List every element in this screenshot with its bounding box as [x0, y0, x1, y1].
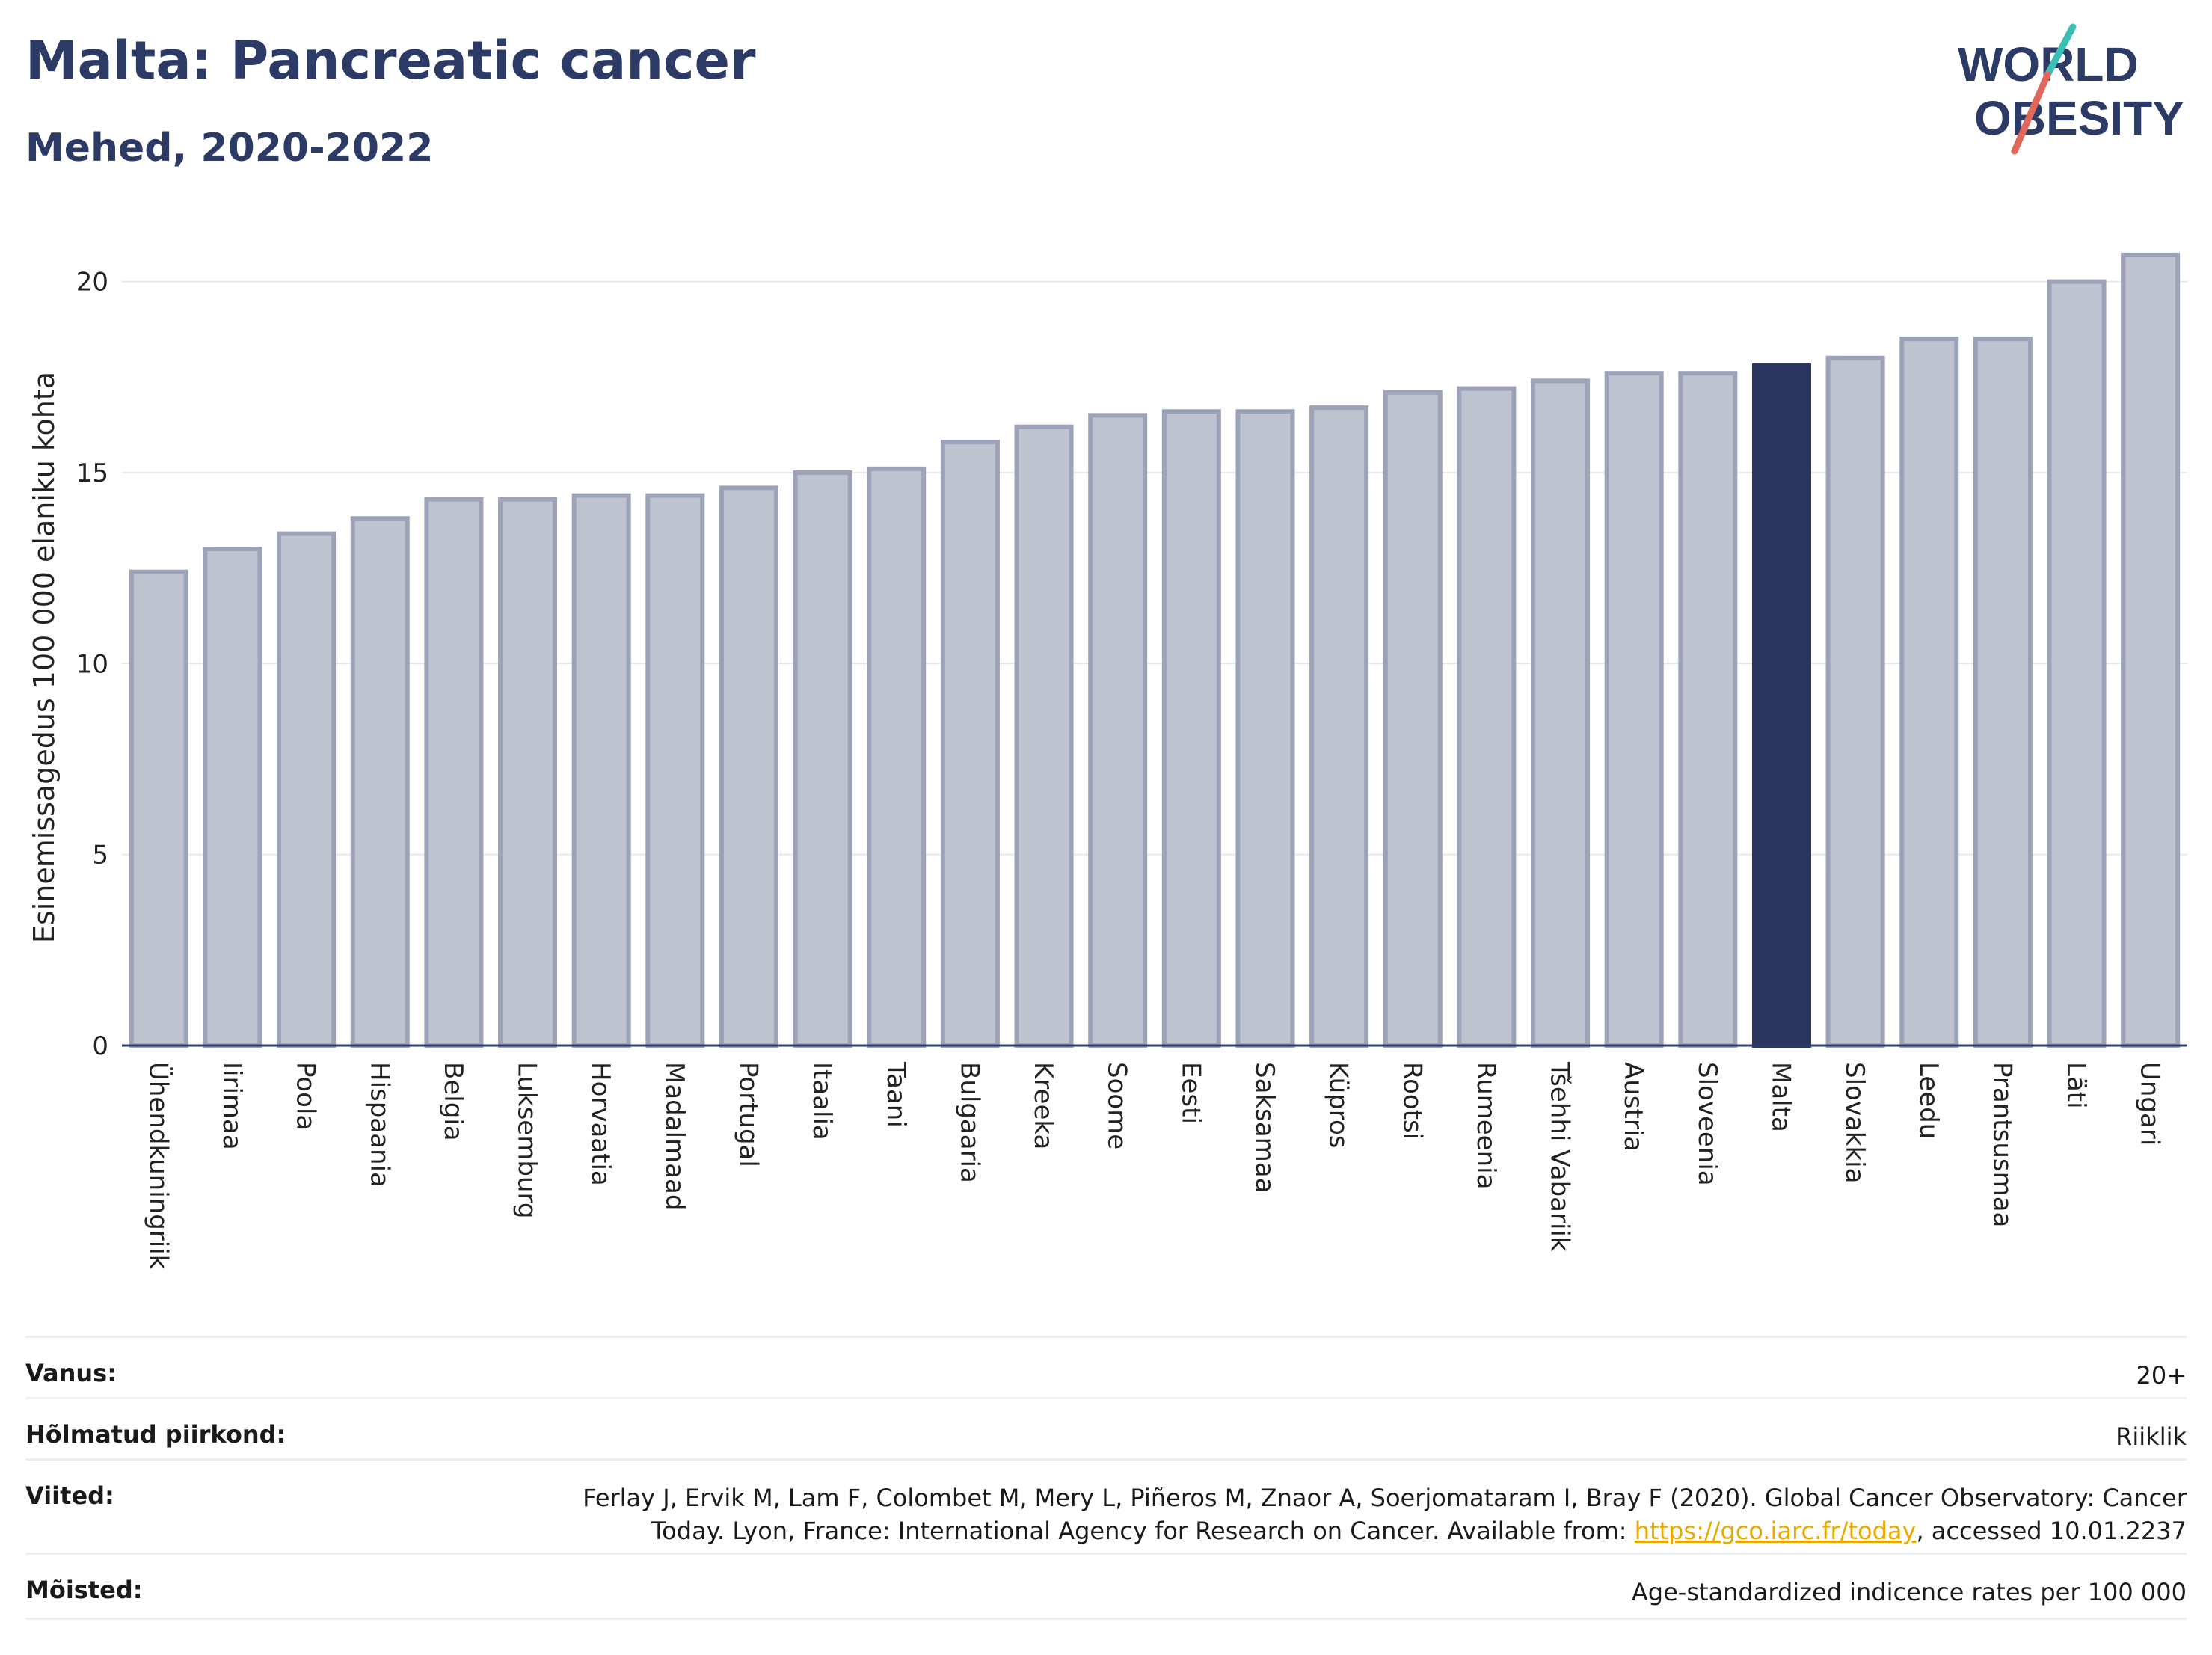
references-link[interactable]: https://gco.iarc.fr/today: [1634, 1517, 1917, 1545]
x-axis-labels: Ühendkuningriik Iirimaa Poola Hispaania Belg…: [143, 1061, 2164, 1270]
bar-Tšehhi Vabariik: [1531, 378, 1591, 1048]
logo-slash-red: [2011, 71, 2051, 155]
y-tick-label: 20: [76, 268, 108, 298]
bar-Poola: [277, 531, 337, 1048]
bar-Saksamaa: [1235, 409, 1295, 1048]
x-tick-label: Horvaatia: [586, 1062, 615, 1186]
bar-Malta: [1751, 363, 1811, 1048]
x-tick-label: Prantsusmaa: [1987, 1062, 2017, 1227]
x-tick-label: Sloveenia: [1692, 1062, 1722, 1186]
x-tick-label: Rumeenia: [1471, 1062, 1501, 1189]
bar-Itaalia: [793, 470, 852, 1048]
bar-Luksemburg: [498, 497, 558, 1048]
x-tick-label: Madalmaad: [660, 1062, 689, 1210]
y-tick-label: 10: [76, 649, 108, 679]
bar-Prantsusmaa: [1973, 337, 2033, 1048]
age-label: Vanus:: [25, 1359, 117, 1387]
bar-Portugal: [719, 485, 778, 1048]
x-tick-label: Tšehhi Vabariik: [1545, 1061, 1575, 1252]
x-tick-label: Läti: [2061, 1062, 2091, 1109]
x-tick-label: Rootsi: [1397, 1062, 1427, 1140]
y-tick-label: 15: [76, 458, 108, 488]
meta-row-references: Viited: Ferlay J, Ervik M, Lam F, Colomb…: [25, 1458, 2187, 1547]
x-tick-label: Bulgaaria: [954, 1062, 984, 1183]
bar-Belgia: [424, 497, 484, 1048]
bar-Taani: [867, 466, 927, 1048]
x-tick-label: Poola: [291, 1062, 321, 1130]
x-tick-label: Ungari: [2135, 1062, 2165, 1146]
meta-row-region: Hõlmatud piirkond: Riiklik: [25, 1397, 2187, 1453]
bar-Ungari: [2121, 252, 2181, 1048]
x-tick-label: Austria: [1618, 1062, 1648, 1152]
page-subtitle: Mehed, 2020-2022: [25, 126, 434, 171]
x-tick-label: Malta: [1766, 1062, 1795, 1132]
definitions-value: Age-standardized indicence rates per 100…: [1631, 1578, 2187, 1606]
x-tick-label: Saksamaa: [1250, 1062, 1279, 1193]
bar-Sloveenia: [1678, 371, 1738, 1048]
age-value: 20+: [2136, 1361, 2187, 1390]
x-tick-label: Soome: [1102, 1062, 1132, 1149]
references-label: Viited:: [25, 1481, 114, 1510]
meta-row-age: Vanus: 20+: [25, 1336, 2187, 1392]
region-value: Riiklik: [2116, 1422, 2187, 1451]
bar-Austria: [1604, 371, 1664, 1048]
y-axis-label: Esinemissagedus 100 000 elaniku kohta: [28, 372, 61, 943]
x-tick-label: Slovakkia: [1840, 1062, 1870, 1183]
logo-slash-teal: [2044, 23, 2077, 79]
y-axis-ticks: 0 5 10 15 20: [76, 268, 108, 1061]
bar-Rootsi: [1383, 390, 1443, 1048]
x-tick-label: Eesti: [1176, 1062, 1205, 1124]
x-tick-label: Taani: [881, 1061, 911, 1128]
bar-Läti: [2047, 279, 2107, 1048]
bar-Bulgaaria: [940, 440, 1000, 1048]
logo-line2: OBESITY: [1974, 91, 2184, 145]
bar-Slovakkia: [1825, 355, 1885, 1048]
meta-row-definitions: Mõisted: Age-standardized indicence rate…: [25, 1553, 2187, 1620]
x-tick-label: Portugal: [733, 1062, 763, 1167]
page-title: Malta: Pancreatic cancer: [25, 30, 756, 91]
x-tick-label: Leedu: [1914, 1062, 1944, 1139]
references-value: Ferlay J, Ervik M, Lam F, Colombet M, Me…: [583, 1461, 2187, 1547]
region-label: Hõlmatud piirkond:: [25, 1420, 286, 1449]
x-tick-label: Belgia: [438, 1062, 468, 1141]
bar-Hispaania: [350, 516, 410, 1048]
world-obesity-logo: WORLD OBESITY: [1958, 23, 2184, 155]
bar-Kreeka: [1014, 424, 1074, 1048]
bar-Iirimaa: [203, 547, 262, 1048]
logo-line1: WORLD: [1958, 37, 2139, 91]
x-tick-label: Luksemburg: [512, 1062, 542, 1218]
x-tick-label: Ühendkuningriik: [143, 1062, 173, 1270]
y-tick-label: 0: [92, 1031, 108, 1061]
x-tick-label: Küpros: [1324, 1062, 1354, 1148]
x-tick-label: Hispaania: [364, 1062, 394, 1188]
bar-Rumeenia: [1457, 386, 1517, 1048]
bar-Soome: [1088, 413, 1148, 1048]
references-text-2: Today. Lyon, France: International Agenc…: [651, 1517, 1635, 1545]
bar-Eesti: [1161, 409, 1221, 1048]
y-tick-label: 5: [92, 841, 108, 871]
bar-chart: 0 5 10 15 20 Ühendkuningriik Iirimaa Poola Hisp…: [28, 252, 2187, 1270]
x-tick-label: Itaalia: [807, 1062, 837, 1140]
bar-Madalmaad: [645, 493, 705, 1048]
x-tick-label: Kreeka: [1028, 1062, 1058, 1149]
bar-Küpros: [1309, 405, 1369, 1048]
bar-Horvaatia: [571, 493, 631, 1048]
bar-Ühendkuningriik: [129, 569, 188, 1048]
definitions-label: Mõisted:: [25, 1576, 143, 1604]
references-text-1: Ferlay J, Ervik M, Lam F, Colombet M, Me…: [583, 1484, 2187, 1512]
bars: [129, 252, 2181, 1048]
bar-Leedu: [1899, 337, 1959, 1048]
references-text-3: , accessed 10.01.2237: [1916, 1517, 2187, 1545]
x-tick-label: Iirimaa: [217, 1062, 247, 1150]
